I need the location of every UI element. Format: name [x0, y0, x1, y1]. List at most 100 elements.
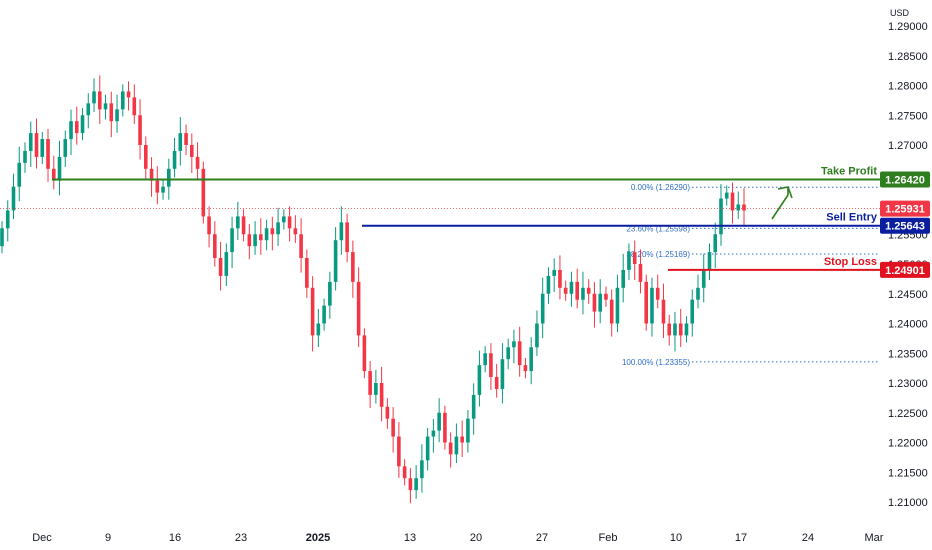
y-tick-label: 1.24500: [888, 289, 928, 301]
candle-body: [69, 121, 73, 140]
candle-body: [730, 192, 735, 211]
candle-body: [149, 168, 154, 181]
candle-body: [736, 204, 741, 211]
x-tick-label: 24: [802, 532, 814, 544]
y-tick-label: 1.22000: [888, 438, 928, 450]
candle-body: [414, 478, 418, 491]
candle-body: [437, 412, 441, 431]
candle-body: [0, 228, 4, 247]
candle-body: [322, 305, 326, 324]
candle-body: [673, 323, 677, 336]
y-tick-label: 1.28000: [888, 81, 928, 93]
candle-body: [34, 133, 39, 157]
candle-body: [362, 335, 367, 372]
candle-body: [632, 252, 637, 264]
y-tick-label: 1.22500: [888, 408, 928, 420]
price-badge: [880, 200, 930, 217]
price-badge: [880, 217, 930, 234]
candle-body: [328, 281, 332, 306]
candle-body: [126, 91, 131, 98]
candle-body: [621, 269, 626, 288]
candle-body: [494, 377, 499, 389]
candle-body: [40, 139, 45, 157]
candle-body: [667, 323, 672, 336]
candle-body: [356, 281, 361, 336]
candle-body: [230, 228, 234, 253]
candle-body: [92, 91, 96, 104]
candle-body: [535, 323, 539, 348]
candle-body: [512, 341, 516, 348]
candle-body: [615, 287, 620, 324]
candle-body: [316, 323, 321, 336]
candle-body: [172, 150, 177, 169]
candle-body: [310, 287, 315, 336]
annotations: [771, 186, 793, 220]
candle-body: [282, 216, 286, 223]
candle-body: [644, 281, 649, 324]
candle-body: [460, 436, 464, 443]
y-tick-label: 1.23500: [888, 348, 928, 360]
candle-body: [540, 293, 545, 324]
candle-body: [489, 353, 493, 378]
x-tick-label: 2025: [306, 532, 330, 544]
y-tick-label: 1.23000: [888, 378, 928, 390]
candle-body: [132, 97, 137, 116]
candle-body: [46, 139, 50, 169]
candle-body: [97, 91, 102, 110]
candle-body: [184, 133, 188, 145]
candle-body: [500, 359, 505, 389]
candle-body: [563, 287, 568, 294]
candle-body: [11, 186, 16, 211]
level-name: Sell Entry: [826, 212, 878, 224]
candle-body: [241, 216, 246, 235]
candle-body: [742, 204, 746, 211]
candle-body: [690, 299, 695, 324]
candle-body: [161, 186, 165, 193]
fib-level-label: 23.60% (1.25598): [626, 224, 690, 233]
fib-level-label: 0.00% (1.26290): [631, 183, 690, 192]
candle-body: [264, 228, 269, 241]
candle-body: [466, 418, 470, 443]
candle-body: [178, 133, 183, 151]
price-badge-text: 1.25643: [885, 221, 925, 233]
candle-body: [586, 287, 591, 294]
candle-body: [23, 150, 27, 163]
candle-body: [517, 341, 522, 366]
candle-body: [339, 222, 344, 241]
candle-body: [253, 234, 257, 247]
candle-body: [552, 269, 556, 276]
candle-body: [333, 240, 338, 282]
x-tick-label: 16: [169, 532, 181, 544]
x-tick-label: 17: [735, 532, 747, 544]
candle-body: [391, 418, 395, 437]
candle-body: [638, 264, 643, 282]
candle-body: [443, 412, 447, 443]
candle-body: [707, 252, 712, 270]
candle-body: [63, 139, 68, 157]
candle-body: [80, 115, 85, 134]
candle-body: [190, 145, 194, 157]
candles: [0, 75, 746, 504]
candle-body: [201, 168, 206, 217]
price-badges: 1.26420 1.25931 1.25643 1.24901: [880, 171, 930, 278]
price-badge: [880, 261, 930, 278]
price-badge-text: 1.26420: [885, 175, 925, 187]
price-badge-text: 1.25931: [885, 204, 925, 216]
candle-body: [609, 299, 614, 324]
candle-body: [143, 145, 148, 169]
candle-body: [270, 228, 275, 235]
candle-body: [207, 216, 211, 235]
candle-body: [719, 198, 723, 235]
candle-body: [506, 347, 510, 360]
y-tick-label: 1.28500: [888, 51, 928, 63]
candle-body: [696, 287, 700, 300]
candle-body: [28, 133, 33, 151]
candle-body: [529, 347, 533, 372]
currency-label: USD: [890, 8, 910, 18]
candle-body: [305, 258, 309, 288]
candle-body: [218, 258, 223, 276]
candle-body: [120, 91, 125, 110]
candle-body: [448, 442, 453, 455]
